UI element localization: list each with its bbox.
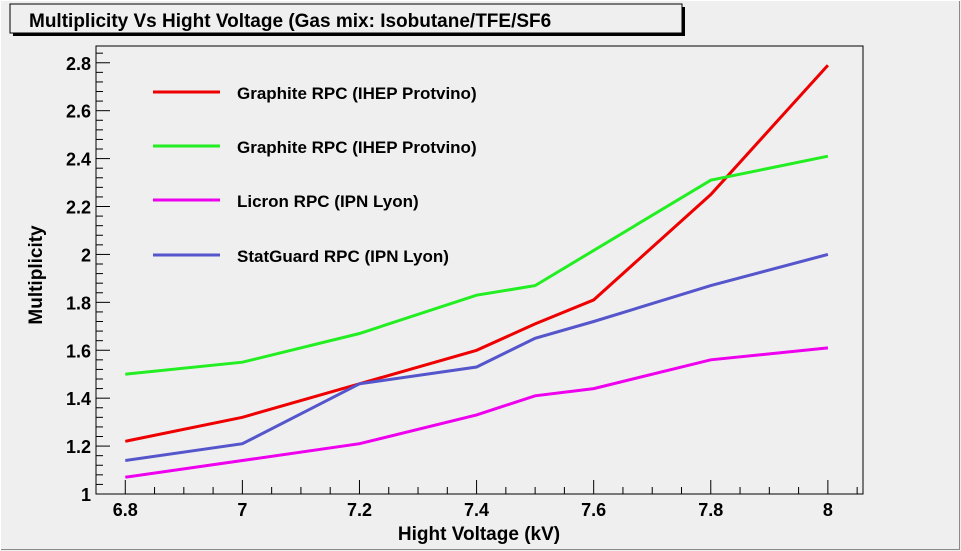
series-line-3 bbox=[125, 346, 829, 479]
x-axis-label: Hight Voltage (kV) bbox=[398, 524, 560, 545]
y-tick-label: 1.2 bbox=[66, 437, 91, 457]
legend-entry-label: Graphite RPC (IHEP Protvino) bbox=[237, 84, 477, 103]
x-tick-label: 7.6 bbox=[581, 500, 606, 520]
legend-entry-label: Licron RPC (IPN Lyon) bbox=[237, 192, 419, 211]
series-layer bbox=[124, 64, 830, 479]
series-line-2 bbox=[125, 154, 829, 376]
x-tick-label: 7.4 bbox=[464, 500, 489, 520]
y-tick-label: 1.6 bbox=[66, 341, 91, 361]
y-tick-label: 2.4 bbox=[66, 150, 91, 170]
y-tick-label: 2.8 bbox=[66, 54, 91, 74]
x-tick-label: 7.2 bbox=[347, 500, 372, 520]
x-tick-label: 6.8 bbox=[113, 500, 138, 520]
title-box-frame bbox=[9, 3, 683, 34]
legend-entry-label: StatGuard RPC (IPN Lyon) bbox=[237, 247, 449, 266]
y-tick-label: 2.6 bbox=[66, 102, 91, 122]
axes: 6.8 7 7.2 7.4 7.6 7.8 8 1 1.2 1.4 1.6 1.8 2 2.2 2.4 2.6… bbox=[66, 52, 858, 520]
x-tick-label: 8 bbox=[823, 500, 833, 520]
y-tick-label: 1.4 bbox=[66, 389, 91, 409]
legend-entry-label: Graphite RPC (IHEP Protvino) bbox=[237, 138, 477, 157]
x-tick-label: 7.8 bbox=[698, 500, 723, 520]
y-axis-label: Multiplicity bbox=[26, 225, 47, 325]
y-tick-label: 1.8 bbox=[66, 293, 91, 313]
y-tick-label: 2.2 bbox=[66, 198, 91, 218]
legend: Graphite RPC (IHEP Protvino) Graphite RPC… bbox=[153, 84, 477, 266]
plot-area bbox=[95, 45, 864, 495]
y-tick-label: 1 bbox=[81, 485, 91, 505]
title-box: Multiplicity Vs Hight Voltage (Gas mix: … bbox=[9, 3, 685, 36]
x-tick-label: 7 bbox=[237, 500, 247, 520]
y-tick-label: 2 bbox=[81, 245, 91, 265]
chart-title: Multiplicity Vs Hight Voltage (Gas mix: … bbox=[29, 11, 551, 32]
series-line-1 bbox=[124, 64, 830, 443]
series-line-4 bbox=[125, 252, 829, 462]
